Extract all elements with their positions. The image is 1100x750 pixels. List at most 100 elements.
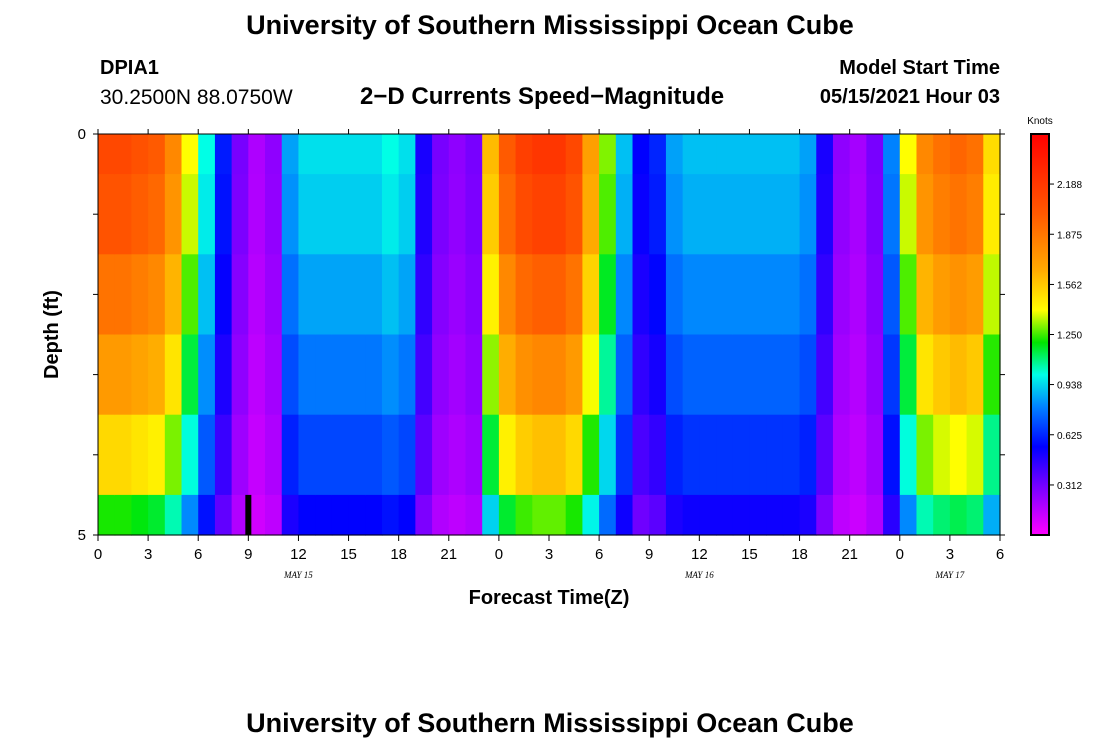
heatmap-cell: [699, 334, 717, 416]
heatmap-cell: [549, 494, 567, 536]
colorbar-tick-label: 0.312: [1057, 481, 1082, 492]
heatmap-cell: [582, 494, 600, 536]
heatmap-cell: [181, 174, 199, 255]
heatmap-cell: [832, 414, 851, 496]
heatmap-cell: [498, 414, 517, 496]
y-axis: 05: [78, 126, 1005, 544]
heatmap-cell: [315, 134, 333, 175]
heatmap-cell: [849, 254, 867, 336]
heatmap-cell: [883, 134, 901, 175]
heatmap-cell: [465, 414, 483, 496]
heatmap-cell: [665, 134, 684, 175]
heatmap-cell: [799, 334, 817, 416]
heatmap-cell: [114, 414, 132, 496]
heatmap-cell: [315, 174, 333, 255]
heatmap-cell: [682, 134, 700, 175]
heatmap-cell: [148, 494, 166, 536]
heatmap-cell: [782, 334, 801, 416]
heatmap-cell: [348, 334, 366, 416]
heatmap-cell: [331, 134, 350, 175]
heatmap-cell: [532, 414, 550, 496]
heatmap-cell: [732, 414, 751, 496]
heatmap-cell: [248, 414, 266, 496]
footer-title: University of Southern Mississippi Ocean…: [246, 708, 854, 738]
heatmap-cell: [816, 334, 834, 416]
heatmap-cell: [98, 134, 116, 175]
heatmap-cell: [331, 334, 350, 416]
heatmap-cell: [615, 334, 634, 416]
heatmap-cell: [632, 414, 650, 496]
heatmap-cell: [281, 334, 300, 416]
heatmap-cell: [131, 254, 149, 336]
heatmap-cell: [933, 254, 951, 336]
heatmap-cell: [131, 414, 149, 496]
heatmap-cell: [298, 134, 316, 175]
x-tick-label: 15: [741, 546, 758, 563]
heatmap-cell: [465, 334, 483, 416]
heatmap-cell: [231, 174, 249, 255]
heatmap-cell: [265, 334, 283, 416]
heatmap-cell: [465, 174, 483, 255]
heatmap-cell: [949, 134, 968, 175]
heatmap-cell: [816, 254, 834, 336]
heatmap-cell: [281, 494, 300, 536]
heatmap-cell: [348, 174, 366, 255]
heatmap-cell: [114, 254, 132, 336]
heatmap-cell: [632, 174, 650, 255]
date-labels: MAY 15 MAY 16 MAY 17: [283, 570, 965, 580]
heatmap-cell: [448, 254, 467, 336]
heatmap-cell: [832, 134, 851, 175]
heatmap-cell: [782, 134, 801, 175]
heatmap-cell: [164, 494, 183, 536]
x-axis: 0 3 6 9 12 15 18 21 0 3 6 9 12 15 18 21 0 3 6: [94, 129, 1004, 563]
heatmap-cell: [699, 494, 717, 536]
heatmap-cell: [866, 134, 884, 175]
heatmap-cell: [649, 254, 667, 336]
heatmap-cell: [98, 414, 116, 496]
model-start-value: 05/15/2021 Hour 03: [819, 86, 1000, 108]
heatmap-cell: [832, 174, 851, 255]
heatmap-cell: [398, 134, 416, 175]
heatmap-cell: [532, 494, 550, 536]
heatmap-cell: [582, 174, 600, 255]
heatmap-cell: [716, 174, 734, 255]
heatmap-cell: [432, 334, 450, 416]
heatmap-cell: [498, 254, 517, 336]
heatmap-cell: [114, 494, 132, 536]
x-tick-label: 3: [545, 546, 553, 563]
heatmap-cell: [348, 414, 366, 496]
heatmap-cell: [732, 174, 751, 255]
heatmap-cell: [716, 334, 734, 416]
heatmap-cell: [198, 134, 216, 175]
heatmap-cell: [181, 494, 199, 536]
heatmap-cell: [482, 334, 500, 416]
heatmap-cell: [916, 334, 934, 416]
heatmap-cell: [899, 254, 918, 336]
heatmap-cell: [883, 174, 901, 255]
heatmap-cell: [315, 334, 333, 416]
heatmap-cell: [615, 254, 634, 336]
heatmap-cell: [482, 254, 500, 336]
heatmap-cell: [732, 494, 751, 536]
heatmap-cell: [549, 334, 567, 416]
x-tick-label: 9: [645, 546, 653, 563]
heatmap-cell: [766, 334, 784, 416]
heatmap-cell: [949, 174, 968, 255]
heatmap-cell: [665, 494, 684, 536]
heatmap-cell: [599, 494, 617, 536]
heatmap-cell: [665, 334, 684, 416]
heatmap-cell: [365, 174, 383, 255]
x-tick-label: 18: [791, 546, 808, 563]
heatmap-cell: [716, 254, 734, 336]
heatmap-cell: [298, 334, 316, 416]
heatmap-cell: [415, 174, 433, 255]
heatmap-cell: [565, 134, 583, 175]
heatmap-cell: [832, 334, 851, 416]
heatmap-cell: [181, 254, 199, 336]
heatmap-cell: [315, 254, 333, 336]
heatmap-cell: [899, 334, 918, 416]
heatmap-cell: [198, 174, 216, 255]
x-tick-label: 0: [94, 546, 102, 563]
date-label: MAY 17: [935, 570, 965, 580]
heatmap-cell: [782, 174, 801, 255]
